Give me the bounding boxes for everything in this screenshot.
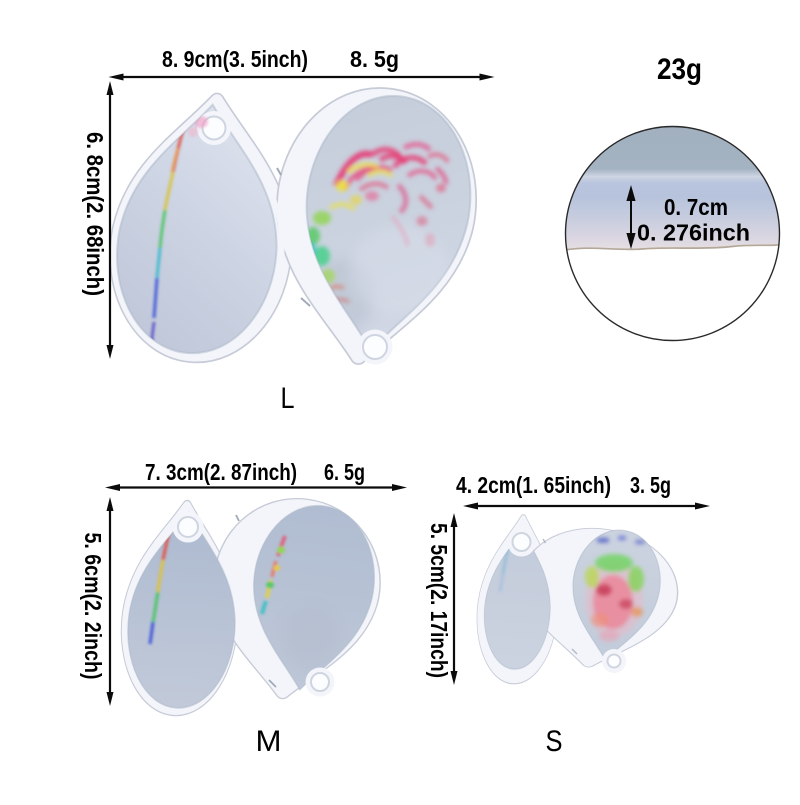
svg-text:L: L: [281, 382, 295, 415]
svg-text:6. 8cm(2. 68inch): 6. 8cm(2. 68inch): [82, 132, 108, 296]
svg-text:23g: 23g: [657, 53, 702, 86]
svg-text:8. 9cm(3. 5inch): 8. 9cm(3. 5inch): [162, 46, 308, 72]
svg-text:S: S: [546, 725, 563, 758]
svg-text:4. 2cm(1. 65inch): 4. 2cm(1. 65inch): [456, 472, 611, 498]
svg-text:8. 5g: 8. 5g: [350, 46, 399, 72]
svg-text:0. 276inch: 0. 276inch: [637, 220, 750, 246]
svg-text:5. 6cm(2. 2inch): 5. 6cm(2. 2inch): [80, 533, 106, 680]
svg-text:5. 5cm(2. 17inch): 5. 5cm(2. 17inch): [426, 523, 452, 678]
svg-text:6. 5g: 6. 5g: [324, 459, 365, 485]
svg-text:0. 7cm: 0. 7cm: [664, 194, 728, 220]
svg-text:3. 5g: 3. 5g: [630, 472, 671, 498]
svg-text:7. 3cm(2. 87inch): 7. 3cm(2. 87inch): [145, 459, 297, 485]
svg-text:M: M: [256, 725, 282, 758]
